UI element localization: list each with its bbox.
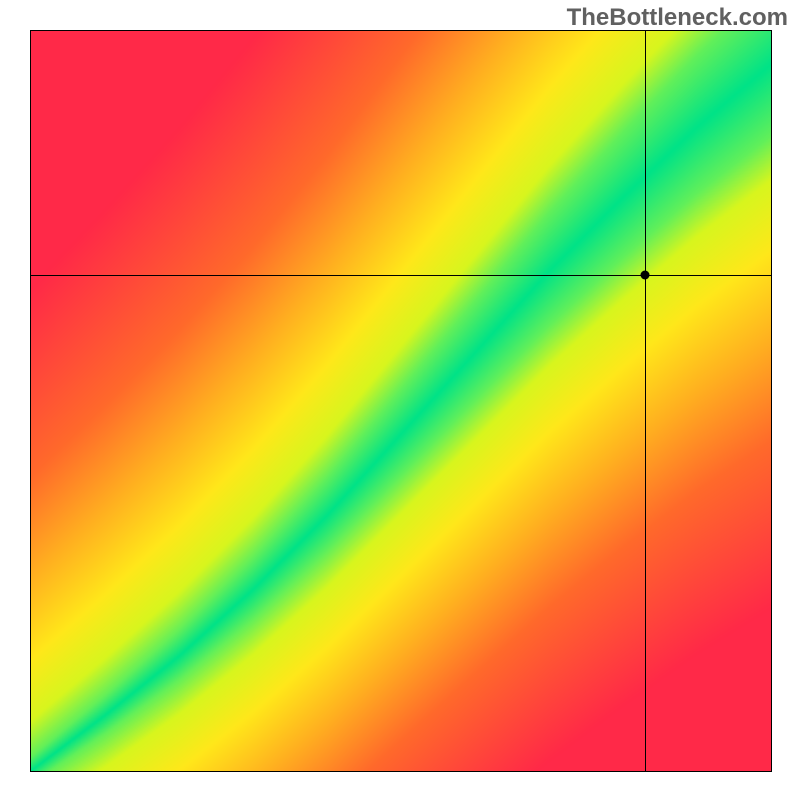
crosshair-marker xyxy=(641,271,650,280)
crosshair-vertical xyxy=(645,31,646,771)
heatmap-canvas xyxy=(31,31,771,771)
heatmap-plot xyxy=(30,30,772,772)
crosshair-horizontal xyxy=(31,275,771,276)
watermark-text: TheBottleneck.com xyxy=(567,4,788,32)
